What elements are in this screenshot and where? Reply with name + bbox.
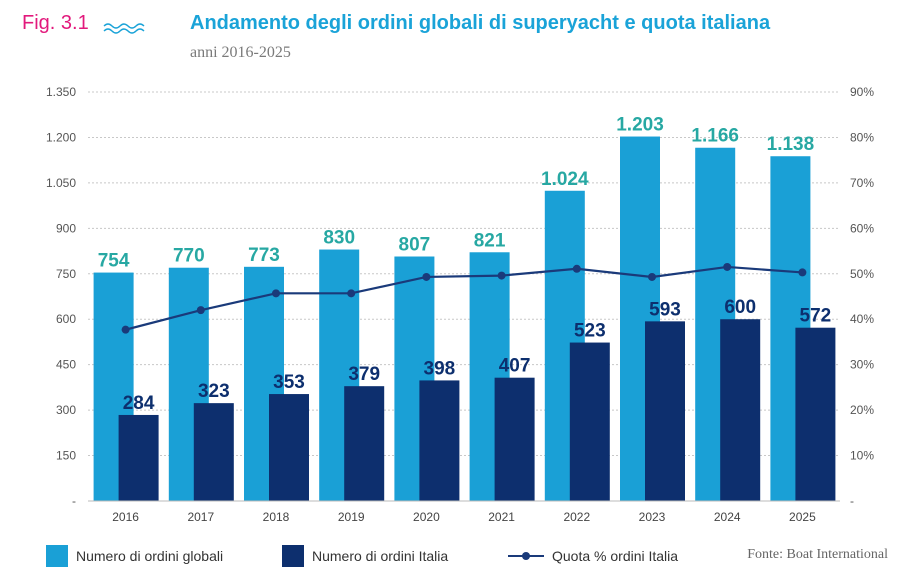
legend-label-italy: Numero di ordini Italia [312, 548, 449, 564]
y-axis-right: - 10% 20% 30% 40% 50% 60% 70% 80% 90% [850, 85, 874, 508]
y-right-tick-label: 60% [850, 221, 874, 235]
data-label-italy: 284 [123, 393, 155, 414]
legend-label-share: Quota % ordini Italia [552, 548, 679, 564]
x-axis: 2016 2017 2018 2019 2020 2021 2022 2023 2024 2025 [88, 500, 840, 524]
data-label-italy: 398 [424, 358, 456, 379]
y-right-tick-label: 40% [850, 312, 874, 326]
y-left-tick-label: 450 [56, 358, 76, 372]
bar-italy [344, 386, 385, 501]
share-point [497, 271, 506, 280]
data-label-global: 1.024 [541, 169, 589, 190]
series-share-line [121, 262, 807, 334]
figure-header: Fig. 3.1 Andamento degli ordini globali … [22, 12, 902, 72]
data-label-global: 770 [173, 246, 205, 267]
series-italy-bars [118, 319, 836, 501]
source-note: Fonte: Boat International [747, 547, 888, 562]
share-point [196, 306, 205, 315]
legend-label-global: Numero di ordini globali [76, 548, 224, 564]
data-label-italy: 379 [348, 364, 380, 385]
bar-italy [795, 327, 836, 501]
x-tick-label: 2019 [338, 510, 365, 524]
y-right-tick-label: - [850, 494, 854, 508]
share-point [572, 264, 581, 273]
gridlines [88, 91, 840, 502]
data-label-global: 773 [248, 245, 280, 266]
y-right-tick-label: 70% [850, 176, 874, 190]
x-tick-label: 2018 [263, 510, 290, 524]
share-point [723, 262, 732, 271]
data-label-italy: 572 [800, 306, 832, 327]
chart-title: Andamento degli ordini globali di supery… [190, 12, 771, 34]
data-label-global: 807 [399, 235, 431, 256]
y-left-tick-label: 900 [56, 221, 76, 235]
x-tick-label: 2020 [413, 510, 440, 524]
x-tick-label: 2016 [112, 510, 139, 524]
share-point [272, 289, 280, 298]
y-left-tick-label: 300 [56, 403, 76, 417]
x-tick-label: 2023 [639, 510, 666, 524]
y-right-tick-label: 20% [850, 403, 874, 417]
x-tick-label: 2024 [714, 510, 741, 524]
legend-item-global: Numero di ordini globali [46, 544, 223, 568]
wave-icon [103, 23, 145, 34]
share-point [347, 289, 356, 298]
bar-italy [419, 380, 460, 501]
data-label-italy: 600 [724, 297, 756, 318]
x-tick-label: 2025 [789, 510, 816, 524]
y-right-tick-label: 50% [850, 267, 874, 281]
data-label-italy: 407 [499, 356, 531, 377]
bar-italy [569, 342, 610, 501]
legend-item-italy: Numero di ordini Italia [282, 544, 448, 568]
chart-subtitle: anni 2016-2025 [190, 44, 291, 61]
y-left-tick-label: 1.200 [46, 130, 76, 144]
data-label-global: 1.203 [616, 115, 664, 136]
y-left-tick-label: 1.350 [46, 85, 76, 99]
bar-italy [645, 321, 685, 501]
bar-italy [720, 319, 761, 501]
legend-line-marker [508, 549, 544, 563]
share-point [121, 325, 130, 334]
bar-italy [193, 403, 234, 501]
y-right-tick-label: 80% [850, 130, 874, 144]
data-label-italy: 523 [574, 321, 606, 342]
y-left-tick-label: 1.050 [46, 176, 76, 190]
data-label-italy: 593 [649, 299, 681, 320]
x-tick-label: 2017 [187, 510, 214, 524]
global-data-labels: 754 770 773 830 807 821 1.024 1.203 1.166 1.138 [98, 115, 814, 272]
data-label-global: 754 [98, 251, 130, 272]
share-point [422, 272, 431, 281]
chart-legend: Numero di ordini globali Numero di ordin… [46, 544, 906, 568]
y-right-tick-label: 30% [850, 358, 874, 372]
bar-italy [494, 377, 535, 501]
legend-swatch-italy [282, 545, 304, 567]
data-label-global: 821 [474, 230, 506, 251]
legend-swatch-global [46, 545, 68, 567]
y-left-tick-label: 750 [56, 267, 76, 281]
y-right-tick-label: 90% [850, 85, 874, 99]
legend-item-share: Quota % ordini Italia [508, 544, 678, 568]
y-axis-left: - 150 300 450 600 750 900 1.050 1.200 1.350 [46, 85, 76, 508]
italy-data-labels: 284 323 353 379 398 407 523 593 600 572 [123, 297, 832, 414]
bar-italy [118, 414, 159, 501]
y-left-tick-label: - [72, 494, 76, 508]
x-tick-label: 2021 [488, 510, 515, 524]
data-label-italy: 323 [198, 381, 230, 402]
y-right-tick-label: 10% [850, 449, 874, 463]
figure-number: Fig. 3.1 [22, 12, 89, 34]
data-label-global: 1.166 [691, 126, 739, 147]
data-label-global: 830 [323, 228, 355, 249]
x-tick-label: 2022 [563, 510, 590, 524]
share-point [798, 268, 807, 277]
bar-italy [269, 394, 309, 501]
share-point [648, 272, 656, 281]
data-label-global: 1.138 [767, 134, 815, 155]
chart-area: - 150 300 450 600 750 900 1.050 1.200 1.350 - 10% 2… [46, 85, 874, 524]
y-left-tick-label: 150 [56, 449, 76, 463]
data-label-italy: 353 [273, 372, 305, 393]
y-left-tick-label: 600 [56, 312, 76, 326]
share-line [125, 265, 803, 331]
